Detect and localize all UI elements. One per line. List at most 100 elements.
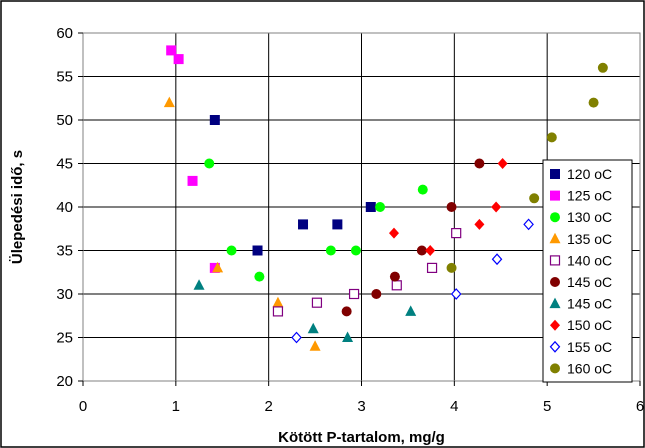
data-point: [254, 271, 265, 282]
legend-marker: [550, 212, 560, 223]
data-point: [307, 322, 319, 334]
x-tick-label: 5: [543, 398, 551, 415]
legend-marker: [550, 169, 560, 179]
data-point: [417, 184, 428, 195]
data-point: [523, 218, 534, 231]
data-point: [425, 245, 436, 256]
x-axis-ticks: 0 1 2 3 4 5 6: [79, 381, 644, 415]
y-tick-label: 35: [56, 243, 73, 260]
data-point: [309, 340, 321, 351]
series-5: [341, 158, 485, 317]
series-2: [204, 158, 428, 282]
y-tick-label: 40: [56, 199, 73, 216]
data-point: [342, 331, 354, 342]
data-point: [209, 115, 220, 125]
data-point: [597, 62, 608, 73]
series-8: [291, 218, 534, 344]
data-point: [173, 54, 184, 65]
legend-label: 145 oC: [567, 296, 612, 312]
data-point: [365, 202, 376, 212]
x-tick-label: 3: [357, 398, 365, 415]
x-tick-label: 2: [264, 398, 272, 415]
data-point: [446, 202, 457, 212]
series-7: [388, 158, 508, 256]
y-tick-label: 20: [56, 373, 73, 390]
y-tick-label: 45: [56, 156, 73, 173]
legend-label: 150 oC: [567, 317, 612, 333]
legend-marker: [549, 232, 561, 244]
data-point: [348, 288, 360, 300]
legend-marker: [549, 340, 561, 353]
data-point: [491, 253, 503, 266]
x-axis-title: Kötött P-tartalom, mg/g: [278, 429, 445, 446]
data-point: [388, 227, 399, 239]
data-point: [350, 245, 361, 256]
data-point: [252, 245, 263, 256]
data-point: [163, 96, 175, 108]
data-point: [446, 262, 457, 273]
data-point: [272, 296, 284, 308]
data-point: [474, 218, 485, 230]
data-point: [375, 202, 386, 212]
data-point: [166, 45, 177, 56]
y-tick-label: 30: [56, 286, 73, 303]
data-point: [272, 306, 284, 317]
data-point: [332, 219, 343, 230]
data-point: [405, 305, 417, 316]
series-3: [163, 96, 321, 351]
data-point: [389, 271, 400, 282]
y-tick-label: 25: [56, 330, 73, 347]
x-tick-label: 1: [172, 398, 180, 415]
legend-label: 140 oC: [567, 252, 612, 268]
legend-label: 135 oC: [567, 231, 612, 247]
series-0: [209, 115, 376, 256]
data-point: [416, 245, 427, 256]
x-tick-label: 6: [636, 398, 644, 415]
data-point: [291, 331, 302, 344]
legend-label: 160 oC: [567, 360, 612, 376]
legend-marker: [549, 297, 561, 309]
data-point: [325, 245, 336, 256]
y-tick-label: 50: [56, 112, 73, 129]
legend: 120 oC 125 oC 130 oC 135 oC 140 oC 145 oC 145 …: [542, 159, 633, 383]
data-point: [391, 280, 402, 291]
data-point: [588, 97, 599, 108]
legend-label: 155 oC: [567, 339, 612, 355]
legend-label: 145 oC: [567, 274, 612, 290]
legend-label: 120 oC: [567, 166, 612, 182]
data-point: [341, 306, 352, 317]
data-point: [450, 288, 462, 300]
data-points: [163, 45, 608, 351]
data-point: [187, 175, 198, 186]
y-tick-label: 60: [56, 25, 73, 42]
data-point: [298, 219, 309, 230]
data-point: [546, 132, 557, 143]
y-axis-ticks: 20 25 30 35 40 45 50 55 60: [56, 25, 83, 390]
data-point: [426, 262, 438, 273]
data-point: [212, 261, 224, 273]
legend-marker: [550, 363, 560, 374]
y-tick-label: 55: [56, 69, 73, 86]
legend-marker: [549, 255, 561, 266]
data-point: [451, 228, 462, 239]
data-point: [204, 158, 215, 169]
data-point: [474, 158, 485, 169]
data-point: [193, 279, 205, 290]
x-tick-label: 4: [450, 398, 458, 415]
data-point: [491, 201, 502, 213]
legend-marker: [550, 319, 560, 331]
data-point: [529, 193, 540, 204]
legend-label: 125 oC: [567, 188, 612, 204]
legend-marker: [550, 190, 560, 201]
series-6: [193, 279, 417, 342]
data-point: [371, 289, 382, 299]
data-point: [497, 158, 508, 169]
data-point: [311, 297, 323, 308]
x-tick-label: 0: [79, 398, 87, 415]
legend-label: 130 oC: [567, 209, 612, 225]
series-9: [446, 62, 608, 273]
y-axis-title: Ülepedési idő, s: [9, 150, 26, 264]
legend-marker: [550, 277, 560, 287]
